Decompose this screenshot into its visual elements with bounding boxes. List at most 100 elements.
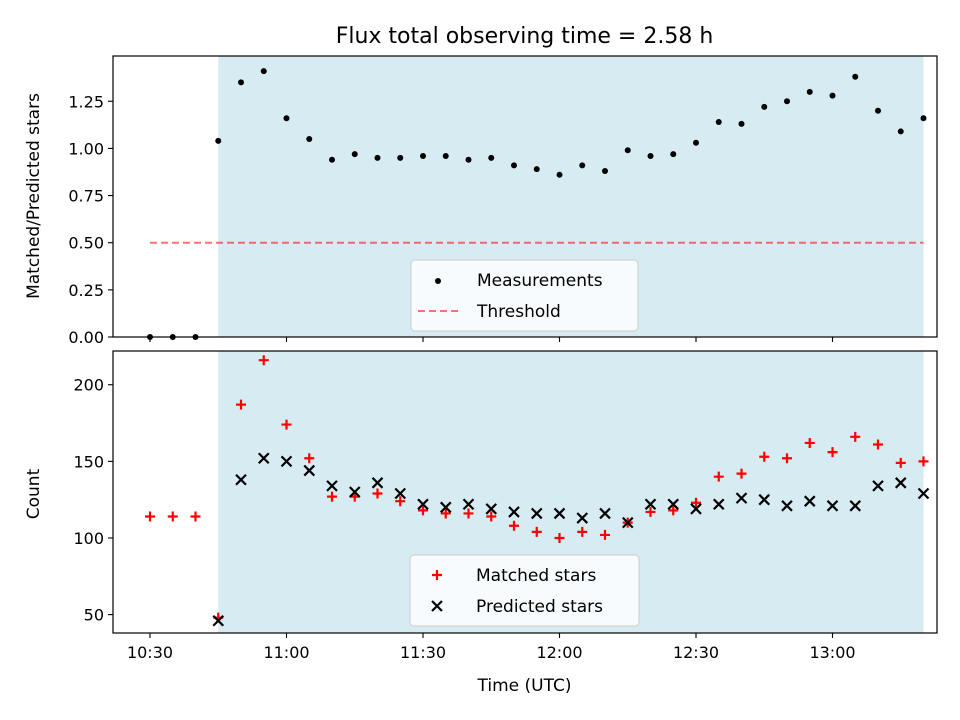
measurement-point: [238, 79, 244, 86]
matched-star-point: [554, 532, 565, 543]
matched-star-point: [668, 505, 679, 516]
predicted-star-point: [894, 477, 907, 489]
matched-star-point: [850, 431, 861, 442]
matched-star-point: [327, 491, 337, 502]
matched-star-point: [895, 457, 906, 468]
x-axis-label: Time (UTC): [477, 676, 572, 696]
matched-star-point: [418, 505, 428, 516]
matched-star-point: [372, 488, 383, 499]
matched-star-point: [782, 453, 792, 464]
matched-star-point: [486, 511, 497, 522]
predicted-star-point: [599, 507, 611, 520]
measurement-point: [533, 166, 540, 173]
bottom-x-tick-label: 12:30: [673, 643, 719, 662]
predicted-star-point: [735, 492, 748, 504]
measurement-point: [852, 73, 859, 80]
matched-star-point: [236, 399, 246, 410]
predicted-star-point: [508, 506, 520, 518]
top-y-tick-label: 0.75: [68, 187, 104, 206]
matched-star-point: [281, 419, 292, 430]
bottom-y-tick-label: 50: [84, 606, 104, 625]
measurement-point: [556, 171, 563, 178]
matched-star-point: [258, 355, 269, 366]
predicted-star-point: [781, 500, 793, 512]
predicted-star-point: [712, 498, 725, 511]
predicted-star-point: [326, 480, 338, 492]
matched-star-point: [804, 437, 815, 448]
matched-star-point: [759, 451, 770, 462]
predicted-star-point: [553, 507, 566, 520]
bottom-x-tick-label: 13:00: [809, 643, 855, 662]
measurement-point: [920, 115, 927, 122]
predicted-star-point: [394, 487, 407, 500]
matched-star-point: [645, 506, 656, 517]
predicted-star-point: [690, 503, 702, 515]
matched-star-point: [918, 456, 929, 467]
predicted-star-point: [530, 507, 543, 520]
matched-star-point: [600, 529, 610, 540]
matched-star-point: [509, 520, 519, 531]
measurement-point: [329, 156, 335, 163]
figure-title: Flux total observing time = 2.58 h: [336, 24, 714, 49]
matched-star-point: [577, 526, 588, 537]
bottom-panel: 50 100 150 200 10:30 11:00 11:30 12:00 12:30 13:0…: [73, 350, 938, 662]
matched-star-point: [440, 508, 451, 519]
predicted-star-point: [485, 503, 498, 515]
top-y-tick-label: 0.25: [68, 281, 104, 300]
measurement-point: [351, 151, 358, 158]
top-panel: 0.00 0.25 0.50 0.75 1.00 1.25 Measurements Thre…: [68, 55, 938, 347]
measurement-point: [374, 154, 381, 161]
predicted-star-point: [826, 500, 839, 512]
measurement-point: [420, 152, 426, 159]
measurement-point: [215, 137, 222, 144]
bottom-y-tick-label: 200: [73, 376, 104, 395]
predicted-star-point: [849, 500, 862, 512]
bottom-y-tick-label: 150: [73, 452, 104, 471]
measurement-point: [488, 154, 495, 161]
measurement-point: [579, 162, 586, 169]
measurement-point: [670, 151, 677, 158]
predicted-star-point: [872, 480, 884, 492]
measurement-point: [306, 135, 313, 142]
matched-star-point: [736, 468, 747, 479]
matched-star-point: [531, 526, 542, 537]
measurement-point: [829, 92, 836, 99]
matched-star-point: [463, 508, 474, 519]
measurement-point: [397, 154, 404, 161]
measurement-point: [875, 107, 881, 114]
legend-measurements-marker: [435, 278, 441, 284]
measurement-point: [192, 334, 199, 340]
measurement-point: [738, 120, 745, 127]
matched-star-point: [145, 511, 155, 522]
matched-star-point: [395, 496, 406, 507]
predicted-star-point: [212, 614, 225, 627]
legend-label: Measurements: [477, 271, 603, 291]
predicted-star-point: [371, 477, 384, 489]
matched-star-point: [304, 453, 315, 464]
measurement-point: [602, 168, 608, 175]
measurement-point: [465, 156, 472, 163]
bottom-y-tick-label: 100: [73, 529, 104, 548]
measurement-point: [624, 147, 631, 154]
measurement-point: [693, 139, 699, 146]
predicted-star-point: [644, 498, 657, 511]
predicted-star-point: [462, 498, 475, 511]
top-y-tick-label: 1.00: [68, 139, 104, 158]
measurement-point: [511, 162, 517, 169]
matched-star-point: [190, 511, 201, 522]
matched-star-point: [691, 497, 701, 508]
matched-star-point: [167, 511, 178, 522]
predicted-star-point: [621, 516, 634, 529]
top-y-tick-label: 0.50: [68, 234, 104, 253]
measurement-point: [715, 119, 722, 126]
legend-predicted-marker: [431, 600, 443, 612]
measurement-point: [761, 103, 768, 110]
measurement-point: [784, 98, 790, 105]
predicted-star-point: [917, 487, 930, 500]
predicted-star-point: [235, 473, 247, 486]
legend-label: Matched stars: [476, 566, 596, 586]
measurement-point: [283, 115, 290, 122]
bottom-legend: Matched stars Predicted stars: [409, 554, 640, 627]
measurement-point: [897, 128, 904, 135]
